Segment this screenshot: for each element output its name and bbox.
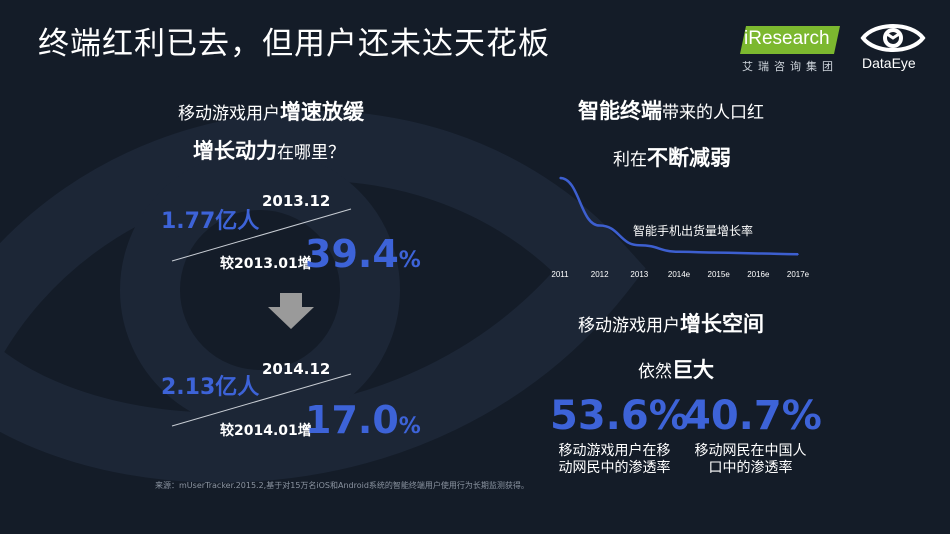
chart-point-2014e — [678, 251, 680, 253]
growth-2013-value: 39.4 — [305, 232, 399, 276]
stat-game-penetration-desc-line1: 移动游戏用户在移 — [558, 443, 671, 459]
chart-series-line — [559, 176, 799, 256]
stat-game-penetration: 53.6% — [550, 393, 689, 439]
dataeye-eye-icon — [860, 24, 926, 52]
smartphone-growth-chart: 2011 2012 2013 2014e 2015e 2016e 2017e 智能手机出货量增… — [551, 176, 810, 279]
stat-netizen-penetration-desc: 移动网民在中国人 口中的渗透率 — [688, 443, 813, 477]
left-question-line2-normal: 在哪里？ — [277, 143, 345, 163]
right-heading-4-normal: 依然 — [638, 362, 672, 382]
right-heading-2-bold: 不断减弱 — [647, 146, 731, 170]
divider-line-2014 — [171, 373, 352, 427]
chart-tick-label-2011: 2011 — [551, 270, 569, 279]
left-question-line1-normal: 移动游戏用户 — [178, 104, 280, 124]
left-question-line2-bold: 增长动力 — [193, 139, 277, 163]
growth-2013-unit: % — [398, 248, 421, 273]
slide-title: 终端红利已去，但用户还未达天花板 — [38, 26, 550, 62]
right-heading-1-normal: 带来的人口红 — [662, 103, 764, 123]
chart-tick-label-2012: 2012 — [591, 270, 609, 279]
iresearch-logo-text: iResearch — [744, 28, 830, 49]
iresearch-logo — [740, 26, 840, 54]
stat-netizen-penetration-desc-line1: 移动网民在中国人 — [694, 443, 807, 459]
right-heading-3-bold: 增长空间 — [680, 312, 764, 336]
chart-tick-label-2015e: 2015e — [708, 270, 731, 279]
chart-point-2015e — [717, 251, 720, 254]
left-question-line1-bold: 增速放缓 — [280, 100, 364, 124]
chart-series-label: 智能手机出货量增长率 — [633, 223, 753, 238]
growth-2014: 17.0% — [305, 398, 421, 442]
left-question-line2: 增长动力在哪里？ — [193, 135, 345, 165]
dataeye-logo-text: DataEye — [862, 55, 916, 71]
right-heading-1: 智能终端带来的人口红 — [578, 95, 764, 125]
growth-2014-value: 17.0 — [305, 398, 399, 442]
right-heading-2-normal: 利在 — [613, 150, 647, 170]
chart-tick-label-2013: 2013 — [630, 270, 648, 279]
right-heading-4-bold: 巨大 — [672, 358, 714, 382]
growth-2013: 39.4% — [305, 232, 421, 276]
compare-label-2013: 较2013.01增 — [220, 256, 312, 272]
right-heading-1-bold: 智能终端 — [578, 99, 662, 123]
users-2014: 2.13亿人 — [161, 375, 260, 400]
stat-netizen-penetration-desc-line2: 口中的渗透率 — [708, 460, 793, 476]
chart-point-2011 — [559, 177, 561, 179]
date-2013: 2013.12 — [262, 192, 331, 210]
chart-tick-label-2016e: 2016e — [747, 270, 770, 279]
chart-point-2016e — [757, 252, 760, 255]
chart-tick-label-2017e: 2017e — [787, 270, 810, 279]
right-heading-3-normal: 移动游戏用户 — [578, 316, 680, 336]
divider-line-2013 — [171, 208, 352, 262]
stat-game-penetration-desc-line2: 动网民中的渗透率 — [558, 460, 671, 476]
stat-netizen-penetration: 40.7% — [683, 393, 822, 439]
right-heading-2: 利在不断减弱 — [613, 142, 731, 172]
down-arrow-icon — [268, 293, 314, 329]
chart-point-2012 — [598, 224, 601, 227]
stat-game-penetration-desc: 移动游戏用户在移 动网民中的渗透率 — [552, 443, 677, 477]
chart-tick-label-2014e: 2014e — [668, 270, 691, 279]
chart-point-2013 — [638, 244, 641, 247]
date-2014: 2014.12 — [262, 360, 331, 378]
right-heading-3: 移动游戏用户增长空间 — [578, 308, 764, 338]
right-heading-4: 依然巨大 — [638, 354, 714, 384]
users-2013: 1.77亿人 — [161, 209, 260, 234]
compare-label-2014: 较2014.01增 — [220, 423, 312, 439]
left-question-line1: 移动游戏用户增速放缓 — [178, 96, 364, 126]
source-note: 来源：mUserTracker.2015.2,基于对15万名iOS和Androi… — [155, 481, 529, 490]
chart-point-2017e — [797, 253, 799, 256]
iresearch-logo-subtitle: 艾瑞咨询集团 — [742, 60, 838, 73]
growth-2014-unit: % — [398, 414, 421, 439]
